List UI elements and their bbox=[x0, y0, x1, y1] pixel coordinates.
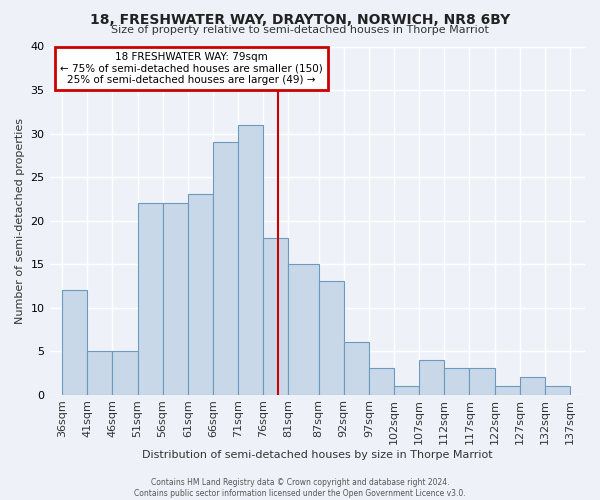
Bar bbox=[520, 377, 545, 394]
Bar bbox=[444, 368, 469, 394]
Bar bbox=[213, 142, 238, 395]
Bar bbox=[494, 386, 520, 394]
Bar bbox=[419, 360, 444, 394]
Text: Size of property relative to semi-detached houses in Thorpe Marriot: Size of property relative to semi-detach… bbox=[111, 25, 489, 35]
Bar bbox=[469, 368, 494, 394]
Bar bbox=[263, 238, 289, 394]
Text: Contains HM Land Registry data © Crown copyright and database right 2024.
Contai: Contains HM Land Registry data © Crown c… bbox=[134, 478, 466, 498]
Bar bbox=[369, 368, 394, 394]
Text: 18 FRESHWATER WAY: 79sqm
← 75% of semi-detached houses are smaller (150)
25% of : 18 FRESHWATER WAY: 79sqm ← 75% of semi-d… bbox=[60, 52, 323, 85]
Bar bbox=[238, 125, 263, 394]
X-axis label: Distribution of semi-detached houses by size in Thorpe Marriot: Distribution of semi-detached houses by … bbox=[142, 450, 493, 460]
Bar bbox=[289, 264, 319, 394]
Bar bbox=[545, 386, 570, 394]
Bar bbox=[319, 282, 344, 395]
Text: 18, FRESHWATER WAY, DRAYTON, NORWICH, NR8 6BY: 18, FRESHWATER WAY, DRAYTON, NORWICH, NR… bbox=[90, 12, 510, 26]
Bar bbox=[112, 351, 137, 395]
Bar bbox=[188, 194, 213, 394]
Y-axis label: Number of semi-detached properties: Number of semi-detached properties bbox=[15, 118, 25, 324]
Bar bbox=[137, 203, 163, 394]
Bar bbox=[394, 386, 419, 394]
Bar bbox=[62, 290, 87, 395]
Bar bbox=[344, 342, 369, 394]
Bar bbox=[87, 351, 112, 395]
Bar bbox=[163, 203, 188, 394]
